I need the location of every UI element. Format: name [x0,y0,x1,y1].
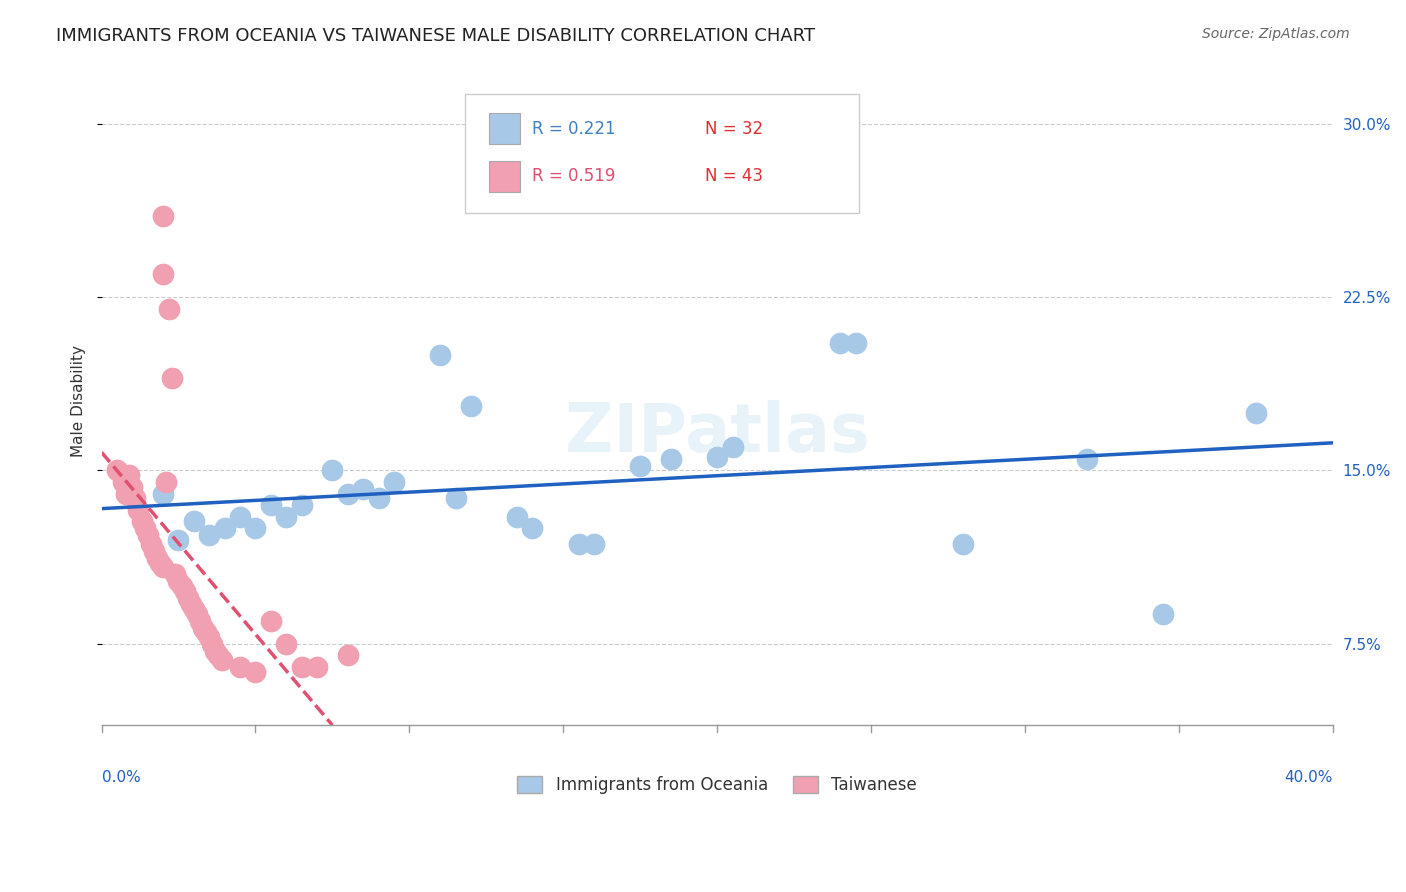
Point [568,537,591,551]
Point [183,514,205,528]
Point [170,579,193,593]
Point [321,463,343,477]
Point [195,625,218,640]
Point [522,521,544,535]
Point [152,267,174,281]
Point [201,637,224,651]
Point [336,648,359,663]
Point [134,521,156,535]
Point [305,660,328,674]
Point [127,502,149,516]
Point [506,509,529,524]
Point [276,509,298,524]
Point [191,621,214,635]
Point [336,486,359,500]
Text: ZIPatlas: ZIPatlas [565,401,869,467]
Point [149,556,172,570]
Text: 40.0%: 40.0% [1285,770,1333,785]
Point [291,660,314,674]
Point [952,537,974,551]
Point [460,399,482,413]
Point [136,528,159,542]
Point [173,583,195,598]
Text: R = 0.519: R = 0.519 [533,168,616,186]
Point [118,468,141,483]
Point [229,660,252,674]
Point [121,480,143,494]
Point [659,451,682,466]
FancyBboxPatch shape [489,161,520,192]
Point [180,598,202,612]
Point [139,537,162,551]
Point [152,486,174,500]
Point [157,301,180,316]
Legend: Immigrants from Oceania, Taiwanese: Immigrants from Oceania, Taiwanese [510,769,924,800]
FancyBboxPatch shape [465,94,859,213]
Point [177,591,200,605]
Point [124,491,146,505]
Point [155,475,177,489]
Text: IMMIGRANTS FROM OCEANIA VS TAIWANESE MALE DISABILITY CORRELATION CHART: IMMIGRANTS FROM OCEANIA VS TAIWANESE MAL… [56,27,815,45]
Point [167,574,190,589]
Point [165,567,187,582]
Point [152,209,174,223]
Y-axis label: Male Disability: Male Disability [72,345,86,457]
Point [167,533,190,547]
Text: 0.0%: 0.0% [101,770,141,785]
Point [245,665,267,679]
Point [186,607,208,621]
Point [1076,451,1098,466]
FancyBboxPatch shape [489,113,520,145]
Point [198,528,221,542]
Point [198,630,221,644]
Point [162,371,184,385]
Point [276,637,298,651]
Point [830,336,852,351]
Point [260,498,283,512]
Point [429,348,451,362]
Point [131,514,153,528]
Point [291,498,314,512]
Point [207,648,229,663]
Point [112,475,135,489]
Point [582,537,605,551]
Point [105,463,128,477]
Point [352,482,374,496]
Point [146,551,169,566]
Text: R = 0.221: R = 0.221 [533,120,616,137]
Text: N = 43: N = 43 [704,168,763,186]
Point [183,602,205,616]
Point [260,614,283,628]
Point [382,475,405,489]
Point [204,643,226,657]
Point [628,458,651,473]
Point [1244,406,1267,420]
Point [367,491,389,505]
Point [214,521,236,535]
Point [706,450,728,464]
Point [245,521,267,535]
Point [142,544,165,558]
Point [211,653,233,667]
Point [845,336,868,351]
Point [1153,607,1175,621]
Point [721,440,744,454]
Text: N = 32: N = 32 [704,120,763,137]
Point [152,560,174,574]
Text: Source: ZipAtlas.com: Source: ZipAtlas.com [1202,27,1350,41]
Point [229,509,252,524]
Point [115,486,138,500]
Point [188,614,211,628]
Point [444,491,467,505]
